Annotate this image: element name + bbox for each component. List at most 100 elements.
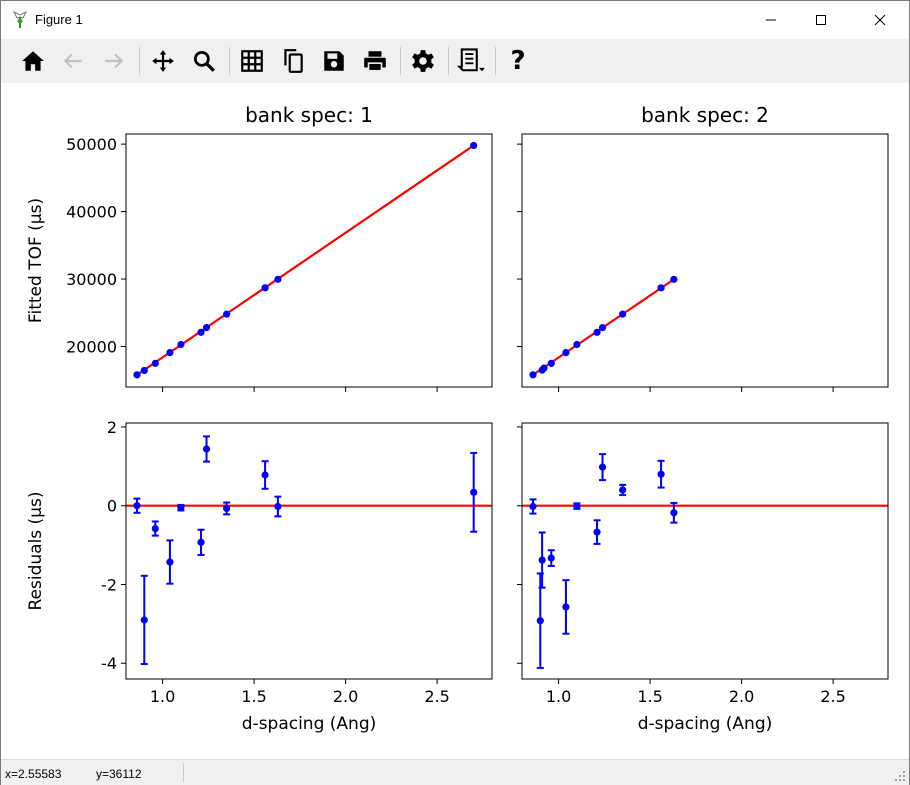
home-icon [22, 51, 44, 71]
y-tick-label: 0 [107, 497, 117, 516]
data-point [538, 556, 546, 564]
data-point [670, 275, 678, 283]
fit-line [136, 144, 475, 376]
script-icon [456, 48, 485, 72]
y-tick-label: -2 [101, 575, 117, 594]
grid-button[interactable] [236, 45, 268, 77]
y-tick-label: 20000 [66, 338, 117, 357]
axes-frame [521, 133, 889, 388]
data-point [536, 617, 544, 625]
toolbar: ? [1, 39, 909, 83]
data-point [547, 359, 555, 367]
figure-canvas[interactable]: bank spec: 1 20000 30000 40000 50000 Fitted T… [1, 83, 909, 759]
data-point [151, 359, 159, 367]
y-tick-label: 30000 [66, 270, 117, 289]
title-bar: Figure 1 [1, 1, 909, 39]
maximize-button[interactable] [798, 1, 844, 39]
data-point [593, 328, 601, 336]
printer-icon [364, 51, 386, 72]
data-point [657, 470, 665, 478]
y-axis-label: Fitted TOF (µs) [26, 198, 46, 323]
data-point [573, 340, 581, 349]
app-icon [12, 10, 28, 28]
data-point [540, 364, 548, 372]
data-layer [126, 435, 492, 666]
x-tick-label: 1.5 [637, 687, 662, 706]
help-button[interactable]: ? [502, 45, 534, 77]
data-point [151, 524, 159, 533]
data-point [598, 463, 607, 471]
settings-button[interactable] [407, 45, 439, 77]
gear-icon [412, 50, 434, 72]
magnifier-icon [193, 50, 215, 72]
forward-button[interactable] [98, 45, 130, 77]
y-axis-label: Residuals (µs) [26, 492, 46, 611]
resize-grip-icon[interactable] [894, 770, 906, 782]
data-point [598, 324, 607, 332]
axes-2: bank spec: 2 [517, 103, 889, 392]
data-layer [522, 453, 888, 669]
minimize-icon [766, 19, 776, 21]
axes-1: bank spec: 1 20000 30000 40000 50000 Fitted T… [26, 103, 493, 392]
axes-frame [125, 133, 493, 388]
data-point [177, 340, 185, 349]
print-button[interactable] [359, 45, 391, 77]
x-tick-label: 1.0 [546, 687, 571, 706]
arrow-right-icon [105, 53, 124, 69]
data-point [657, 284, 665, 292]
data-point [223, 310, 231, 318]
zoom-button[interactable] [188, 45, 220, 77]
data-point [573, 502, 581, 510]
data-point [166, 558, 174, 566]
data-point [133, 502, 141, 510]
data-point [562, 603, 570, 611]
close-button[interactable] [857, 1, 903, 39]
data-point [562, 348, 570, 357]
data-layer [529, 275, 678, 379]
x-axis-label: d-spacing (Ang) [638, 714, 773, 734]
data-point [593, 528, 601, 536]
home-button[interactable] [17, 45, 49, 77]
close-icon [874, 14, 886, 26]
data-point [166, 348, 174, 357]
back-button[interactable] [57, 45, 89, 77]
data-point [197, 538, 205, 546]
cursor-x-readout: x=2.55583 [5, 767, 62, 781]
grid-icon [241, 50, 263, 72]
arrow-left-icon [63, 53, 82, 69]
data-point [274, 275, 282, 283]
pan-button[interactable] [147, 45, 179, 77]
cursor-y-readout: y=36112 [96, 767, 142, 781]
data-layer [133, 141, 478, 379]
data-point [670, 509, 678, 517]
y-tick-label: 50000 [66, 135, 117, 154]
x-tick-label: 1.5 [241, 687, 266, 706]
maximize-icon [816, 15, 826, 25]
x-tick-label: 2.5 [820, 687, 845, 706]
axes-title: bank spec: 1 [245, 103, 373, 127]
status-bar: x=2.55583 y=36112 [1, 759, 909, 785]
data-point [529, 371, 537, 379]
data-point [619, 486, 627, 494]
save-button[interactable] [318, 45, 350, 77]
script-button[interactable] [455, 45, 487, 77]
data-point [202, 445, 211, 453]
minimize-button[interactable] [748, 1, 794, 39]
data-point [223, 504, 231, 513]
data-point [619, 310, 627, 318]
x-axis-label: d-spacing (Ang) [242, 714, 377, 734]
data-point [470, 488, 478, 496]
axes-frame [125, 422, 493, 680]
data-point [133, 371, 141, 379]
data-point [261, 284, 269, 292]
axes-frame [521, 422, 889, 680]
data-point [274, 502, 282, 511]
axes-title: bank spec: 2 [641, 103, 769, 127]
move-icon [152, 50, 174, 72]
copy-button[interactable] [277, 45, 309, 77]
y-tick-label: -4 [101, 654, 117, 673]
x-tick-label: 1.0 [150, 687, 175, 706]
window-title: Figure 1 [35, 12, 83, 27]
plot-area[interactable]: bank spec: 1 20000 30000 40000 50000 Fitted T… [1, 83, 909, 759]
x-tick-label: 2.0 [729, 687, 754, 706]
